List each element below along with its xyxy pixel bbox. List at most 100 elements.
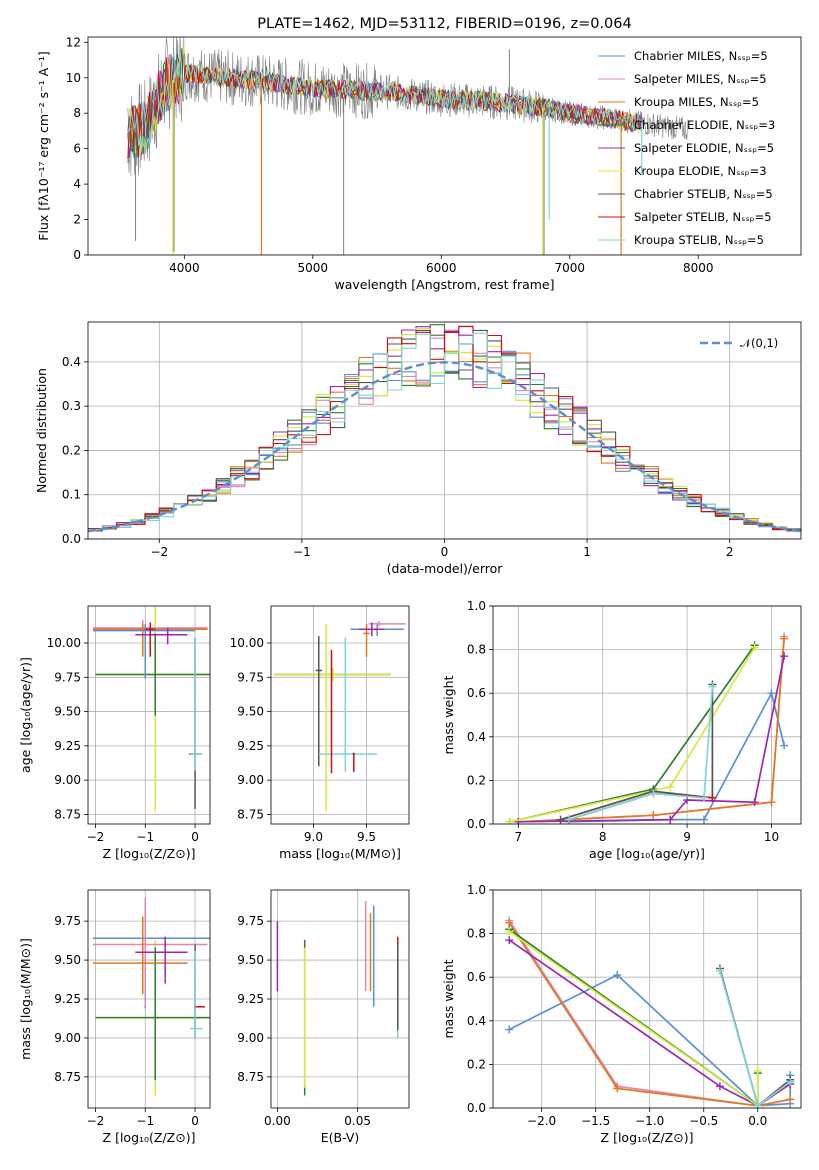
axes-frame	[87, 321, 802, 540]
weight-marker	[505, 927, 514, 936]
y-tick-label: 1.0	[467, 883, 486, 897]
model-spectrum-4	[127, 45, 642, 158]
x-tick-label: 5000	[298, 261, 329, 275]
axes-frame	[270, 889, 410, 1109]
mass-Z-plot-area	[92, 897, 210, 1096]
y-tick-label: 2	[73, 213, 81, 227]
legend-gaussian-label: 𝒩(0,1)	[740, 336, 778, 350]
weight-line-4	[508, 939, 791, 1107]
y-tick-label: 10.00	[230, 636, 264, 650]
residuals-plot-area	[88, 324, 801, 533]
x-tick-label: 0.00	[264, 1114, 291, 1128]
model-spectrum-5	[127, 45, 642, 161]
y-tick-label: 8.75	[237, 1070, 264, 1084]
mass-EBV-plot-area	[276, 900, 399, 1096]
weight-marker	[613, 971, 622, 980]
y-axis-label: mass weight	[441, 675, 456, 754]
weight-marker	[753, 1066, 762, 1075]
weight-line-6	[719, 968, 791, 1108]
weight-marker	[564, 815, 573, 824]
y-tick-label: 8.75	[54, 1070, 81, 1084]
y-axis-label: mass weight	[441, 959, 456, 1038]
weight-marker	[767, 689, 776, 698]
x-tick-label: −1.5	[581, 1114, 610, 1128]
weight-marker	[649, 789, 658, 798]
x-tick-label: 4000	[169, 261, 200, 275]
weight-marker	[780, 741, 789, 750]
x-tick-label: 9.5	[357, 830, 376, 844]
y-tick-label: 4	[73, 177, 81, 191]
y-tick-label: 9.00	[237, 1031, 264, 1045]
weight-Z-panel: −2.0 −1.5 −1.0 −0.5 0.0 0.0 0.2 0.4 0.6 0.8 1.0 Z […	[441, 883, 802, 1145]
weight-marker	[750, 798, 759, 807]
weight-marker	[780, 652, 789, 661]
y-tick-label: 12	[66, 35, 81, 49]
x-axis-label: age [log₁₀(age/yr)]	[589, 846, 705, 861]
y-tick-label: 0.4	[467, 730, 486, 744]
weight-marker	[715, 1082, 724, 1091]
spectrum-title: PLATE=1462, MJD=53112, FIBERID=0196, z=0…	[257, 16, 631, 32]
x-axis-label: mass [log₁₀(M/M⊙)]	[279, 846, 401, 861]
y-tick-label: 0.8	[467, 927, 486, 941]
y-tick-label: 0.6	[467, 970, 486, 984]
weight-line-6	[560, 684, 714, 821]
weight-marker	[786, 1077, 795, 1086]
x-tick-label: 0	[191, 1114, 199, 1128]
x-tick-label: 7000	[554, 261, 585, 275]
axes-frame	[87, 36, 802, 256]
axes-frame	[492, 889, 802, 1109]
weight-marker	[708, 682, 717, 691]
y-tick-label: 0.2	[62, 443, 81, 457]
weight-line-5	[509, 646, 756, 823]
x-tick-label: −1.0	[635, 1114, 664, 1128]
x-tick-label: −0.5	[689, 1114, 718, 1128]
y-tick-label: 9.00	[54, 773, 81, 787]
spectrum-plot-area	[127, 37, 689, 255]
x-tick-label: −1	[293, 545, 311, 559]
y-tick-label: 9.75	[54, 914, 81, 928]
y-tick-label: 0.0	[467, 817, 486, 831]
x-axis-label: wavelength [Angstrom, rest frame]	[334, 277, 554, 292]
axes-frame	[87, 889, 211, 1109]
weight-line-5	[508, 930, 759, 1108]
x-axis-label: Z [log₁₀(Z/Z⊙)]	[103, 1130, 196, 1145]
y-tick-label: 9.50	[237, 705, 264, 719]
x-tick-label: −1	[136, 1114, 154, 1128]
legend-entry: Kroupa STELIB, Nₛₛₚ=5	[634, 233, 764, 247]
x-axis-label: E(B-V)	[321, 1130, 360, 1145]
y-axis-label: Normed distribution	[34, 368, 49, 493]
legend-entry: Salpeter ELODIE, Nₛₛₚ=5	[634, 141, 774, 155]
x-tick-label: −1	[136, 830, 154, 844]
x-tick-label: 0	[441, 545, 449, 559]
weight-marker	[708, 793, 717, 802]
weight-marker	[699, 793, 708, 802]
x-tick-label: 8	[599, 830, 607, 844]
weight-marker	[750, 643, 759, 652]
legend-entry: Kroupa ELODIE, Nₛₛₚ=3	[634, 164, 767, 178]
y-tick-label: 0.8	[467, 643, 486, 657]
axes-frame	[492, 605, 802, 825]
y-tick-label: 0.0	[62, 532, 81, 546]
x-tick-label: 7	[514, 830, 522, 844]
y-axis-label: Flux [fλ10⁻¹⁷ erg cm⁻² s⁻¹ A⁻¹]	[36, 51, 51, 240]
weight-marker	[715, 966, 724, 975]
y-tick-label: 0.2	[467, 1057, 486, 1071]
gaussian-curve	[88, 361, 801, 533]
x-axis-label: (data-model)/error	[387, 561, 504, 576]
x-tick-label: −2	[150, 545, 168, 559]
age-mass-panel: 9.0 9.5 8.75 9.00 9.25 9.50 9.75 10.00 mass [log…	[230, 605, 410, 861]
y-tick-label: 9.50	[54, 705, 81, 719]
y-tick-label: 9.50	[237, 953, 264, 967]
axes-frame	[87, 605, 211, 825]
y-tick-label: 0.0	[467, 1101, 486, 1115]
y-tick-label: 6	[73, 142, 81, 156]
weight-marker	[683, 796, 692, 805]
legend-entry: Salpeter STELIB, Nₛₛₚ=5	[634, 210, 772, 224]
weight-marker	[767, 798, 776, 807]
x-tick-label: −2.0	[527, 1114, 556, 1128]
weight-marker	[753, 1101, 762, 1108]
age-Z-panel: −2 −1 0 8.75 9.00 9.25 9.50 9.75 10.00 Z [log₁₀(Z…	[18, 605, 211, 861]
weight-marker	[666, 815, 675, 824]
legend-entry: Kroupa MILES, Nₛₛₚ=5	[634, 95, 759, 109]
